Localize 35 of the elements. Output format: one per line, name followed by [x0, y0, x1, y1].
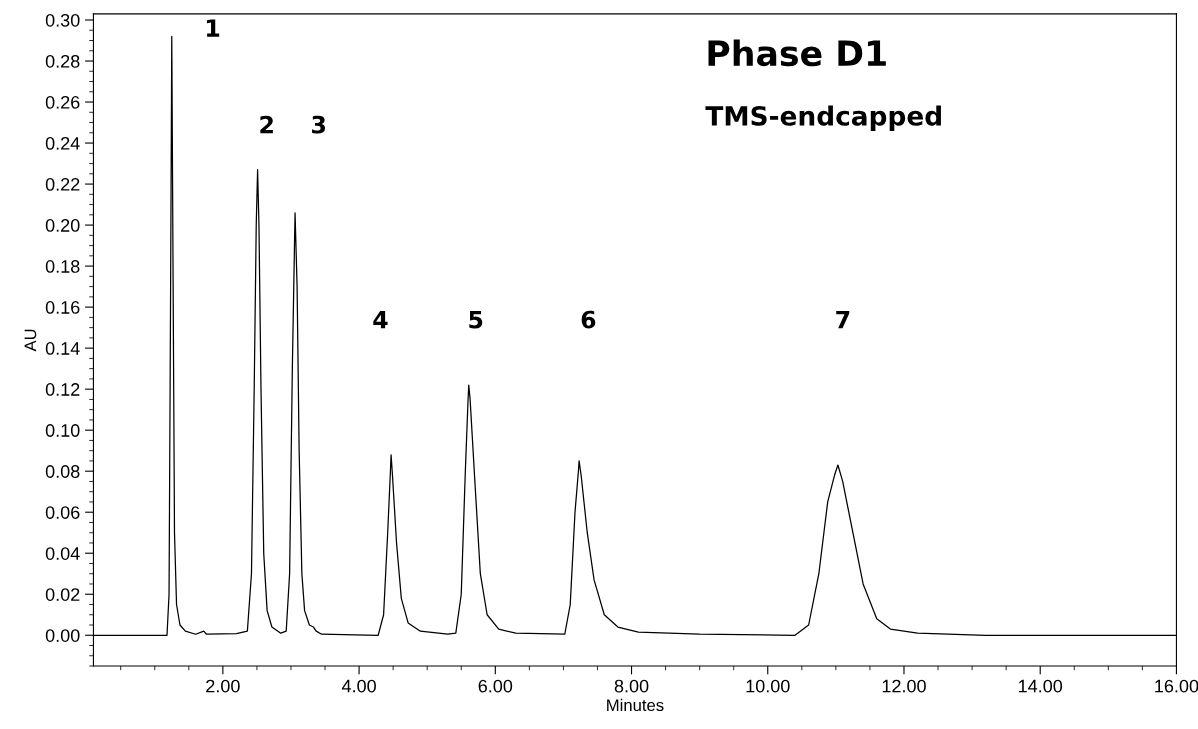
y-tick-label: 0.20	[45, 219, 80, 232]
y-tick-label: 0.28	[45, 54, 80, 68]
y-tick-label: 0.08	[45, 465, 80, 478]
text: TMS-endcapped	[705, 105, 941, 131]
y-tick-label: 0.16	[45, 301, 80, 314]
y-tick-label: 0.18	[45, 260, 80, 273]
annotation: 4	[373, 310, 388, 329]
y-tick-label: 0.26	[45, 95, 80, 109]
x-tick-label: 4.00	[341, 679, 376, 693]
x-axis-title: Minutes	[607, 698, 664, 712]
annotation: 7	[836, 310, 850, 329]
y-tick-label: 0.22	[45, 178, 80, 191]
annotation: 6	[581, 310, 596, 329]
y-axis-title: AU	[24, 329, 37, 352]
x-tick-label: 14.00	[1019, 679, 1063, 693]
x-tick-label: 12.00	[882, 679, 926, 693]
y-tick-label: 0.10	[45, 424, 80, 437]
x-tick-label: 16.00	[1155, 679, 1198, 693]
x-tick-label: 10.00	[746, 679, 790, 693]
y-tick-label: 0.12	[45, 383, 80, 396]
x-tick-label: 6.00	[478, 679, 513, 693]
y-tick-label: 0.06	[45, 506, 80, 519]
y-tick-label: 0.14	[45, 342, 80, 355]
annotation: 2	[260, 115, 273, 134]
y-tick-label: 0.00	[45, 629, 80, 642]
y-tick-label: 0.30	[45, 13, 80, 27]
annotation: 5	[469, 310, 483, 329]
y-tick-label: 0.04	[45, 547, 80, 560]
y-tick-label: 0.24	[45, 136, 80, 150]
text: Phase D1	[708, 39, 886, 67]
x-tick-label: 8.00	[614, 679, 649, 693]
annotation: 3	[312, 115, 326, 134]
y-tick-label: 0.02	[45, 588, 80, 601]
annotation: 1	[207, 19, 220, 37]
x-tick-label: 2.00	[206, 679, 240, 693]
